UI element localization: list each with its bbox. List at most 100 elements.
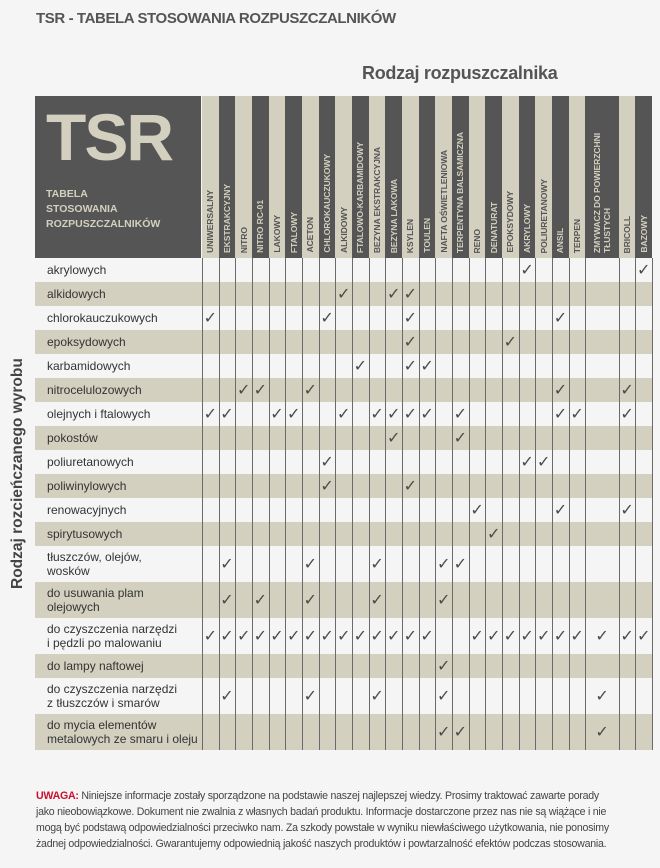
column-header-label: POLIURETANOWY: [538, 178, 549, 253]
checkmark-icon: ✓: [303, 688, 318, 705]
table-row: epoksydowych: [35, 330, 652, 354]
checkmark-icon: ✓: [386, 628, 401, 645]
column-header-label: UNIWERSALNY: [205, 190, 216, 253]
note-line: jako nieobowiązkowe. Dokument nie zwalni…: [36, 806, 607, 818]
column-header-label: FTALOWY: [288, 211, 299, 253]
row-label: renowacyjnych: [47, 503, 126, 517]
table-row: do mycia elementów metalowych ze smaru i …: [35, 714, 652, 750]
column-header-label: KSYLEN: [405, 218, 416, 253]
checkmark-icon: ✓: [437, 688, 451, 705]
table-row: do czyszczenia narzędzi i pędzli po malow…: [35, 618, 652, 654]
grid-line: [619, 258, 620, 750]
row-label-line: chlorokauczukowych: [47, 311, 158, 325]
row-label-line: poliwinylowych: [47, 479, 127, 493]
column-header-label: TŁUSTYCH: [602, 207, 613, 253]
column-header-label: AKRYLOWY: [522, 203, 533, 253]
column-header: TOULEN: [418, 96, 436, 258]
row-label-line: do czyszczenia narzędzi: [47, 622, 178, 636]
column-header-label: BEZYNA LAKOWA: [388, 178, 399, 253]
column-header-label: LAKOWY: [272, 215, 282, 253]
table-row: akrylowych: [35, 258, 652, 282]
grid-line: [369, 258, 370, 750]
checkmark-icon: ✓: [203, 310, 218, 327]
checkmark-icon: ✓: [236, 628, 251, 645]
table-row: nitrocelulozowych: [35, 378, 652, 402]
column-header-label: NAFTA OŚWIETLENIOWA: [438, 150, 449, 253]
checkmark-icon: ✓: [595, 628, 609, 645]
checkmark-icon: ✓: [386, 286, 401, 303]
checkmark-icon: ✓: [420, 406, 434, 423]
row-label-line: do lampy naftowej: [47, 659, 144, 673]
checkmark-icon: ✓: [403, 406, 418, 423]
grid-line: [635, 258, 636, 750]
checkmark-icon: ✓: [537, 628, 551, 645]
column-header-label: ANSIL: [555, 227, 566, 253]
checkmark-icon: ✓: [553, 628, 568, 645]
row-label-line: poliuretanowych: [47, 455, 134, 469]
checkmark-icon: ✓: [220, 688, 234, 705]
grid-line: [485, 258, 486, 750]
checkmark-icon: ✓: [520, 628, 534, 645]
column-header-label: EPOKSYDOWY: [505, 191, 516, 253]
checkmark-icon: ✓: [336, 286, 351, 303]
column-header-label: TERPEN: [572, 218, 583, 253]
checkmark-icon: ✓: [520, 262, 534, 279]
grid-line: [452, 258, 453, 750]
checkmark-icon: ✓: [620, 382, 634, 399]
checkmark-icon: ✓: [370, 688, 384, 705]
grid-line: [569, 258, 570, 750]
checkmark-icon: ✓: [286, 628, 301, 645]
grid-line: [519, 258, 520, 750]
grid-line: [202, 258, 203, 750]
table-row: do usuwania plam olejowych: [35, 582, 652, 618]
table-row: olejnych i ftalowych: [35, 402, 652, 426]
column-header: FTALOWY: [285, 96, 302, 258]
column-header: EPOKSYDOWY: [502, 96, 519, 258]
grid-line: [402, 258, 403, 750]
row-label: poliwinylowych: [47, 479, 126, 493]
column-header-label: BEZYNA EKSTRAKCYJNA: [372, 146, 383, 253]
grid-line: [585, 258, 586, 750]
checkmark-icon: ✓: [303, 628, 318, 645]
row-label-line: do usuwania plam: [47, 586, 144, 600]
grid-line: [385, 258, 386, 750]
checkmark-icon: ✓: [453, 724, 468, 741]
checkmark-icon: ✓: [470, 628, 484, 645]
checkmark-icon: ✓: [370, 628, 384, 645]
checkmark-icon: ✓: [353, 358, 368, 375]
checkmark-icon: ✓: [520, 454, 534, 471]
checkmark-icon: ✓: [537, 454, 551, 471]
row-label-line: epoksydowych: [47, 335, 126, 349]
note-line: żadnej odpowiedzialności. Gwarantujemy o…: [36, 838, 607, 850]
column-header-label: RENO: [472, 228, 483, 253]
column-header: LAKOWY: [268, 96, 286, 258]
checkmark-icon: ✓: [403, 478, 418, 495]
checkmark-icon: ✓: [595, 688, 609, 705]
table-row: poliuretanowych: [35, 450, 652, 474]
checkmark-icon: ✓: [620, 406, 634, 423]
checkmark-icon: ✓: [253, 592, 268, 609]
checkmark-icon: ✓: [553, 310, 568, 327]
checkmark-icon: ✓: [487, 628, 501, 645]
table-row: alkidowych: [35, 282, 652, 306]
checkmark-icon: ✓: [220, 406, 234, 423]
column-header-label: FTALOWO-KARBAMIDOWY: [355, 141, 366, 253]
checkmark-icon: ✓: [470, 502, 484, 519]
row-label: do mycia elementów metalowych ze smaru i …: [47, 718, 198, 746]
row-label: olejnych i ftalowych: [47, 407, 150, 421]
checkmark-icon: ✓: [336, 406, 351, 423]
checkmark-icon: ✓: [553, 406, 568, 423]
column-header: RENO: [468, 96, 486, 258]
checkmark-icon: ✓: [270, 406, 284, 423]
column-group-title: Rodzaj rozpuszczalnika: [362, 63, 558, 83]
checkmark-icon: ✓: [570, 628, 584, 645]
row-label: do lampy naftowej: [47, 659, 144, 673]
row-label-line: i pędzli po malowaniu: [47, 636, 162, 650]
column-header-label: DENATURAT: [488, 201, 499, 253]
logo-subtitle-line: ROZPUSZCZALNIKÓW: [46, 218, 161, 230]
checkmark-icon: ✓: [253, 628, 268, 645]
checkmark-icon: ✓: [637, 628, 651, 645]
checkmark-icon: ✓: [303, 382, 318, 399]
grid-line: [319, 258, 320, 750]
checkmark-icon: ✓: [320, 628, 334, 645]
